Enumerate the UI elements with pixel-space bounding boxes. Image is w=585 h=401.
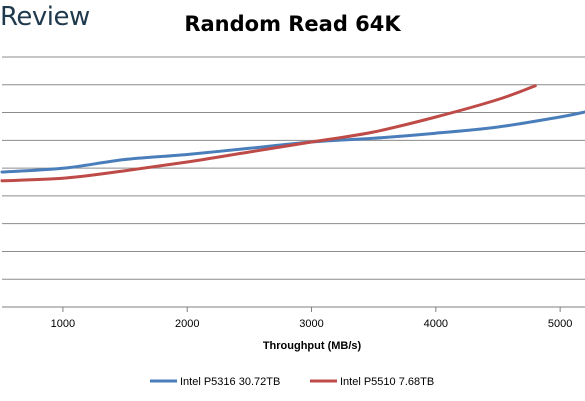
x-tick-label: 1000 bbox=[51, 318, 75, 330]
brand-logo-text: Review bbox=[0, 2, 90, 32]
legend-label-2: Intel P5510 7.68TB bbox=[340, 376, 434, 388]
x-tick-label: 2000 bbox=[175, 318, 199, 330]
series-line-2 bbox=[0, 84, 537, 183]
x-tick-label: 3000 bbox=[299, 318, 323, 330]
x-tick-label: 4000 bbox=[424, 318, 448, 330]
legend-label-1: Intel P5316 30.72TB bbox=[180, 376, 280, 388]
x-tick-label: 5000 bbox=[548, 318, 572, 330]
x-axis-title: Throughput (MB/s) bbox=[263, 340, 362, 352]
series-line-1 bbox=[0, 110, 585, 174]
chart-title: Random Read 64K bbox=[184, 12, 401, 36]
